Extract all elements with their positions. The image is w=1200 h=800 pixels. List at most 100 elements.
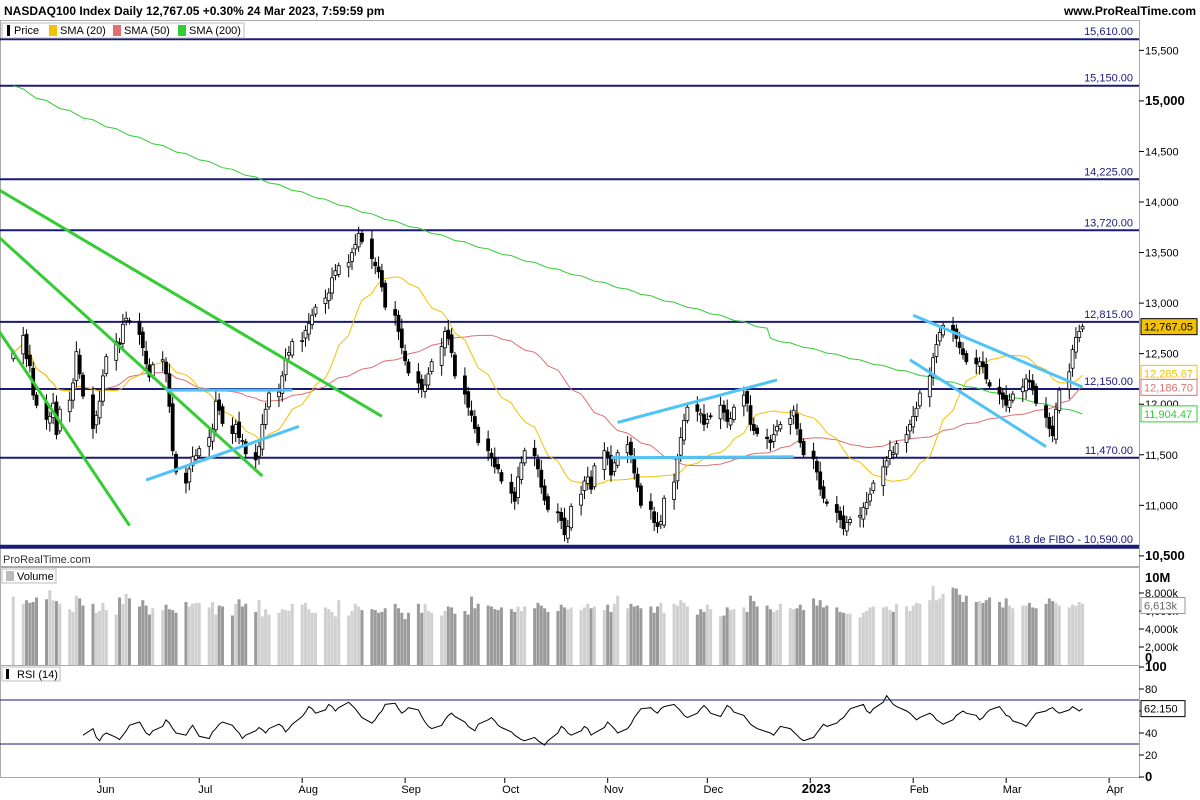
- volume-bar: [961, 602, 965, 665]
- candle-body: [519, 462, 524, 480]
- volume-bar: [533, 608, 537, 665]
- blue-trendline: [909, 358, 1047, 448]
- volume-bar: [795, 608, 799, 665]
- volume-bar: [888, 610, 892, 665]
- volume-bar: [313, 612, 317, 665]
- x-tick-label: Feb: [910, 784, 929, 796]
- candle-body: [267, 392, 271, 408]
- candle-body: [137, 320, 142, 335]
- candle-body: [605, 451, 610, 458]
- volume-bar: [128, 598, 132, 665]
- green-trendline: [0, 236, 264, 478]
- volume-bar: [1021, 605, 1025, 665]
- volume-bar: [655, 606, 659, 665]
- site-url[interactable]: www.ProRealTime.com: [1063, 4, 1196, 18]
- candle-body: [21, 335, 26, 355]
- candle-body: [741, 394, 746, 407]
- volume-bar: [264, 609, 268, 665]
- candle-body: [589, 476, 593, 490]
- volume-bar: [78, 598, 82, 665]
- candle-body: [539, 469, 544, 488]
- volume-bar: [406, 612, 410, 665]
- rsi-panel[interactable]: [0, 665, 1140, 778]
- candle-body: [396, 314, 401, 332]
- volume-bar: [98, 611, 102, 665]
- candle-body: [602, 450, 607, 470]
- volume-bar: [632, 606, 636, 665]
- candle-body: [476, 426, 481, 444]
- volume-bar: [353, 603, 357, 665]
- volume-bar: [1004, 598, 1008, 665]
- volume-bar: [330, 611, 334, 665]
- volume-bar: [187, 606, 191, 665]
- volume-legend-swatch: [6, 571, 14, 581]
- candle-body: [453, 354, 457, 377]
- volume-bar: [911, 605, 915, 665]
- volume-bar: [71, 611, 75, 665]
- volume-bar: [257, 600, 261, 665]
- volume-bar: [745, 611, 749, 665]
- candle-body: [376, 266, 381, 273]
- candle-body: [911, 415, 916, 428]
- volume-bar: [164, 604, 168, 665]
- candle-body: [81, 374, 85, 397]
- volume-bar: [1051, 601, 1055, 665]
- volume-bar: [984, 600, 988, 665]
- candle-body: [1004, 395, 1009, 406]
- volume-bar: [104, 610, 108, 665]
- candle-body: [811, 450, 816, 460]
- volume-bar: [1081, 603, 1085, 665]
- candle-body: [592, 465, 597, 488]
- candle-body: [728, 417, 733, 426]
- volume-bar: [559, 604, 563, 665]
- volume-bar: [1077, 602, 1081, 665]
- candle-body: [881, 466, 886, 486]
- x-tick-label: 2023: [802, 781, 831, 796]
- rsi-y-tick-label: 0: [1145, 769, 1152, 784]
- candle-body: [569, 505, 574, 529]
- volume-bar: [1057, 605, 1061, 665]
- candle-body: [240, 440, 245, 443]
- volume-bar: [1071, 604, 1075, 665]
- volume-bar: [792, 609, 796, 665]
- price-y-tick-label: 13,000: [1145, 298, 1179, 310]
- price-y-tick-label: 11,500: [1145, 450, 1178, 462]
- candle-body: [555, 511, 560, 514]
- volume-bar: [101, 602, 105, 665]
- candle-body: [795, 413, 799, 429]
- candle-body: [323, 297, 328, 304]
- candle-body: [937, 332, 942, 342]
- volume-bar: [516, 606, 520, 665]
- volume-bar: [546, 611, 550, 665]
- candle-body: [306, 322, 311, 335]
- volume-bar: [440, 615, 444, 665]
- volume-bar: [1044, 603, 1048, 665]
- candle-body: [184, 472, 188, 484]
- x-tick-label: Dec: [704, 784, 724, 796]
- candle-body: [629, 441, 633, 456]
- volume-y-top-label: 10M: [1145, 570, 1170, 585]
- volume-bar: [1001, 607, 1005, 665]
- candle-body: [698, 412, 703, 416]
- candle-body: [931, 357, 936, 378]
- volume-bar: [54, 601, 58, 665]
- candle-body: [702, 414, 706, 425]
- candle-body: [399, 328, 404, 348]
- volume-bar: [881, 607, 885, 665]
- rsi-y-tick-label: 40: [1145, 728, 1157, 740]
- rsi-tag-box: [1140, 700, 1186, 718]
- volume-bar: [915, 602, 919, 665]
- candle-body: [1050, 425, 1055, 436]
- candle-body: [419, 378, 424, 390]
- candle-body: [373, 261, 378, 267]
- candle-body: [871, 482, 876, 491]
- candle-body: [210, 428, 215, 442]
- price-y-tick-label: 15,500: [1145, 45, 1179, 57]
- volume-bar: [370, 609, 374, 665]
- volume-bar: [58, 603, 62, 665]
- volume-bar: [267, 614, 271, 665]
- candle-body: [559, 512, 564, 521]
- x-tick-label: Nov: [604, 784, 624, 796]
- volume-bar: [679, 600, 683, 665]
- volume-bar: [818, 600, 822, 665]
